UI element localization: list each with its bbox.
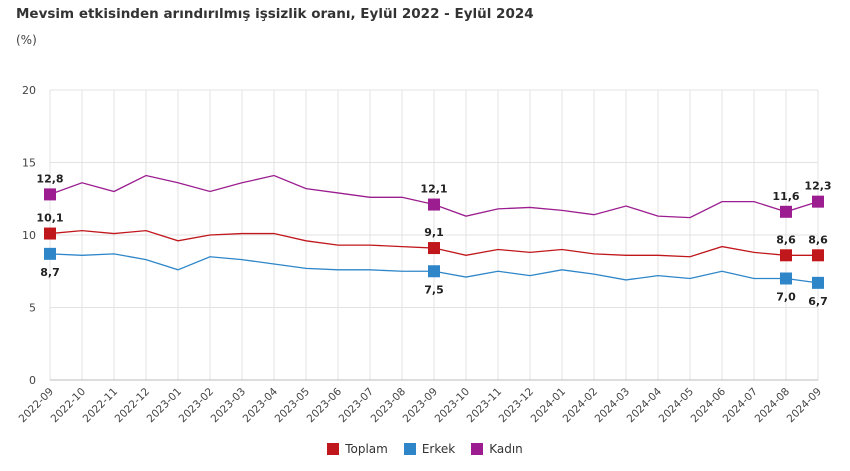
data-label: 12,1: [420, 183, 447, 196]
data-label: 8,6: [776, 233, 796, 246]
data-label: 6,7: [808, 295, 828, 308]
legend-item-erkek[interactable]: Erkek: [403, 442, 456, 456]
legend-label: Kadın: [489, 442, 523, 456]
data-point-marker: [44, 227, 56, 240]
legend-swatch: [471, 443, 484, 455]
y-tick-label: 20: [22, 84, 36, 97]
data-point-marker: [44, 188, 56, 201]
y-tick-label: 15: [22, 157, 36, 170]
y-tick-label: 5: [29, 302, 36, 315]
data-label: 11,6: [772, 190, 799, 203]
data-label: 10,1: [36, 212, 63, 225]
data-point-marker: [780, 249, 792, 262]
data-label: 8,6: [808, 233, 828, 246]
x-tick-label: 2024-09: [785, 386, 825, 426]
data-point-marker: [812, 195, 824, 208]
y-tick-label: 0: [29, 374, 36, 387]
data-point-marker: [44, 247, 56, 260]
unit-label: (%): [16, 33, 37, 47]
y-tick-label: 10: [22, 229, 36, 242]
data-point-marker: [428, 242, 440, 255]
data-label: 8,7: [40, 266, 60, 279]
data-label: 12,8: [36, 172, 63, 185]
data-point-marker: [780, 205, 792, 218]
legend-label: Erkek: [421, 442, 456, 456]
legend-swatch: [403, 443, 416, 455]
data-point-marker: [428, 198, 440, 211]
legend-label: Toplam: [345, 442, 388, 456]
data-point-marker: [812, 249, 824, 262]
legend-item-kadın[interactable]: Kadın: [471, 442, 523, 456]
data-point-marker: [780, 272, 792, 285]
data-label: 7,0: [776, 291, 796, 304]
data-point-marker: [812, 276, 824, 289]
data-label: 9,1: [424, 226, 444, 239]
data-label: 12,3: [804, 180, 831, 193]
data-point-marker: [428, 265, 440, 278]
legend-item-toplam[interactable]: Toplam: [327, 442, 388, 456]
data-label: 7,5: [424, 283, 444, 296]
legend: Toplam Erkek Kadın: [0, 442, 850, 456]
chart-title: Mevsim etkisinden arındırılmış işsizlik …: [16, 6, 534, 22]
legend-swatch: [327, 443, 340, 455]
